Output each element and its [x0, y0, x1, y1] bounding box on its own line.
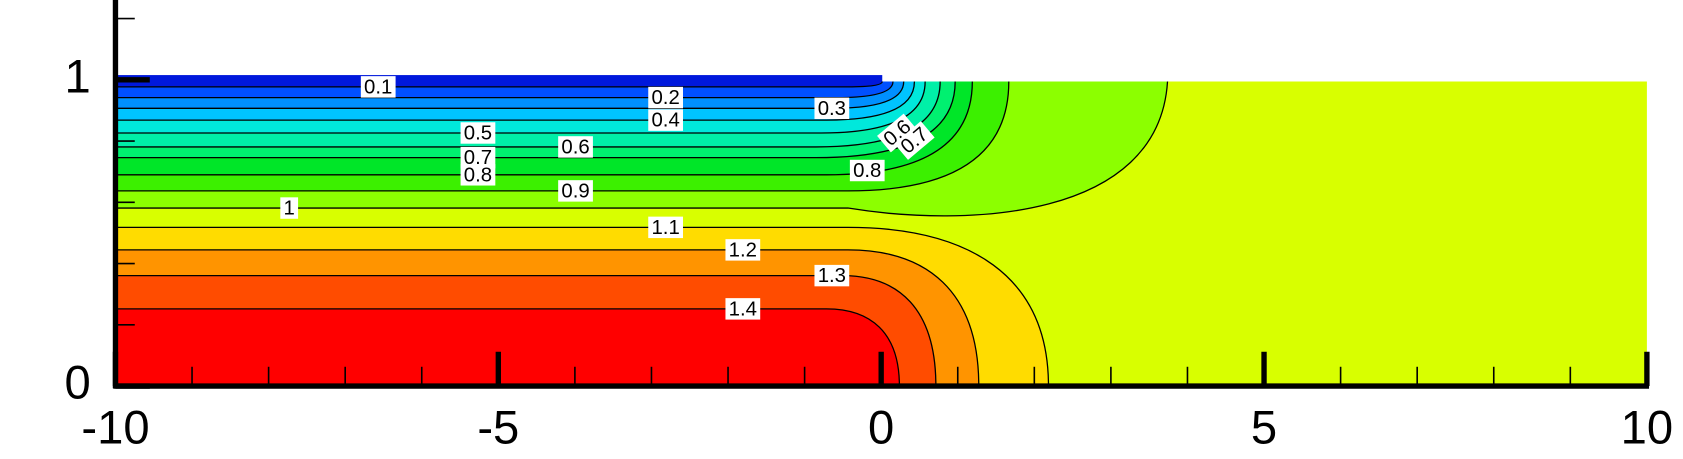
contour-label-text: 1	[284, 197, 295, 219]
contour-label-text: 0.2	[651, 87, 679, 109]
contour-line	[115, 81, 883, 88]
contour-label-text: 1.4	[729, 298, 757, 320]
contour-line	[115, 81, 1169, 217]
label-box	[877, 113, 918, 153]
label-box	[849, 159, 885, 182]
contour-label-text: 0.6	[561, 136, 589, 158]
contour-label: 0.7	[460, 146, 496, 169]
contour-label: 0.3	[814, 97, 850, 120]
contour-label-text: 0.1	[364, 76, 392, 98]
contour-line	[115, 308, 901, 387]
x-tick-label: 5	[1251, 401, 1277, 454]
contour-label: 0.9	[558, 180, 593, 202]
label-box	[814, 264, 850, 287]
label-box	[558, 136, 593, 158]
contour-label-text: 0.3	[818, 98, 846, 120]
contour-label: 0.2	[648, 86, 683, 109]
contour-label: 0.6	[558, 136, 593, 158]
y-tick-label: 0	[65, 356, 91, 409]
contour-label: 1.4	[725, 298, 761, 320]
contour-label: 1.3	[814, 264, 850, 287]
x-tick-label: -10	[81, 401, 149, 454]
contour-label-text: 0.9	[561, 180, 589, 202]
contour-label: 0.4	[648, 109, 683, 132]
contour-label-text: 1.1	[651, 217, 679, 239]
contour-line	[115, 81, 894, 99]
contour-label: 0.1	[360, 76, 396, 98]
label-box	[460, 122, 496, 144]
y-tick-label: 1	[65, 49, 91, 102]
x-tick-label: -5	[477, 401, 519, 454]
contour-label-text: 1.2	[729, 239, 757, 261]
contour-line	[115, 81, 916, 121]
label-box	[460, 164, 496, 186]
label-box	[894, 121, 935, 160]
label-box	[648, 109, 683, 131]
contour-band	[115, 75, 883, 82]
contour-label-text: 0.8	[464, 164, 492, 186]
contour-labels: 0.1 0.20.40.30.50.60.70.8 0.80.911.11.21.3…	[280, 76, 935, 320]
contour-label: 0.8	[849, 159, 885, 182]
contour-label: 0.5	[460, 122, 496, 144]
contour-line	[115, 81, 973, 176]
contour-band	[115, 308, 900, 387]
contour-label-text: 1.3	[818, 265, 846, 287]
label-box	[725, 298, 761, 320]
x-tick-label: 10	[1621, 401, 1673, 454]
x-tick-label: 0	[868, 401, 894, 454]
label-box	[460, 146, 496, 169]
contour-line	[115, 226, 1050, 387]
label-box	[648, 216, 683, 239]
contour-band	[115, 81, 883, 87]
label-box	[360, 76, 396, 98]
contour-label-text: 0.4	[651, 110, 679, 132]
label-box	[814, 97, 850, 120]
contour-label: 1.2	[725, 239, 761, 261]
contour-line	[115, 274, 937, 387]
contour-label-text: 0.8	[853, 160, 881, 182]
contour-line	[115, 81, 1010, 192]
axes: -10 -5 0 5 10 0 1	[65, 0, 1673, 454]
label-box	[725, 239, 761, 261]
contour-label: 0.8	[460, 164, 496, 186]
label-box	[280, 197, 299, 219]
label-box	[648, 86, 683, 109]
contour-label: 1.1	[648, 216, 683, 239]
contour-fills	[115, 75, 1647, 387]
contour-label-text: 0.7	[464, 147, 492, 169]
contour-line	[115, 249, 980, 387]
contour-label-text: 0.5	[464, 122, 492, 144]
label-box	[558, 180, 593, 202]
contour-label: 1	[280, 197, 299, 219]
